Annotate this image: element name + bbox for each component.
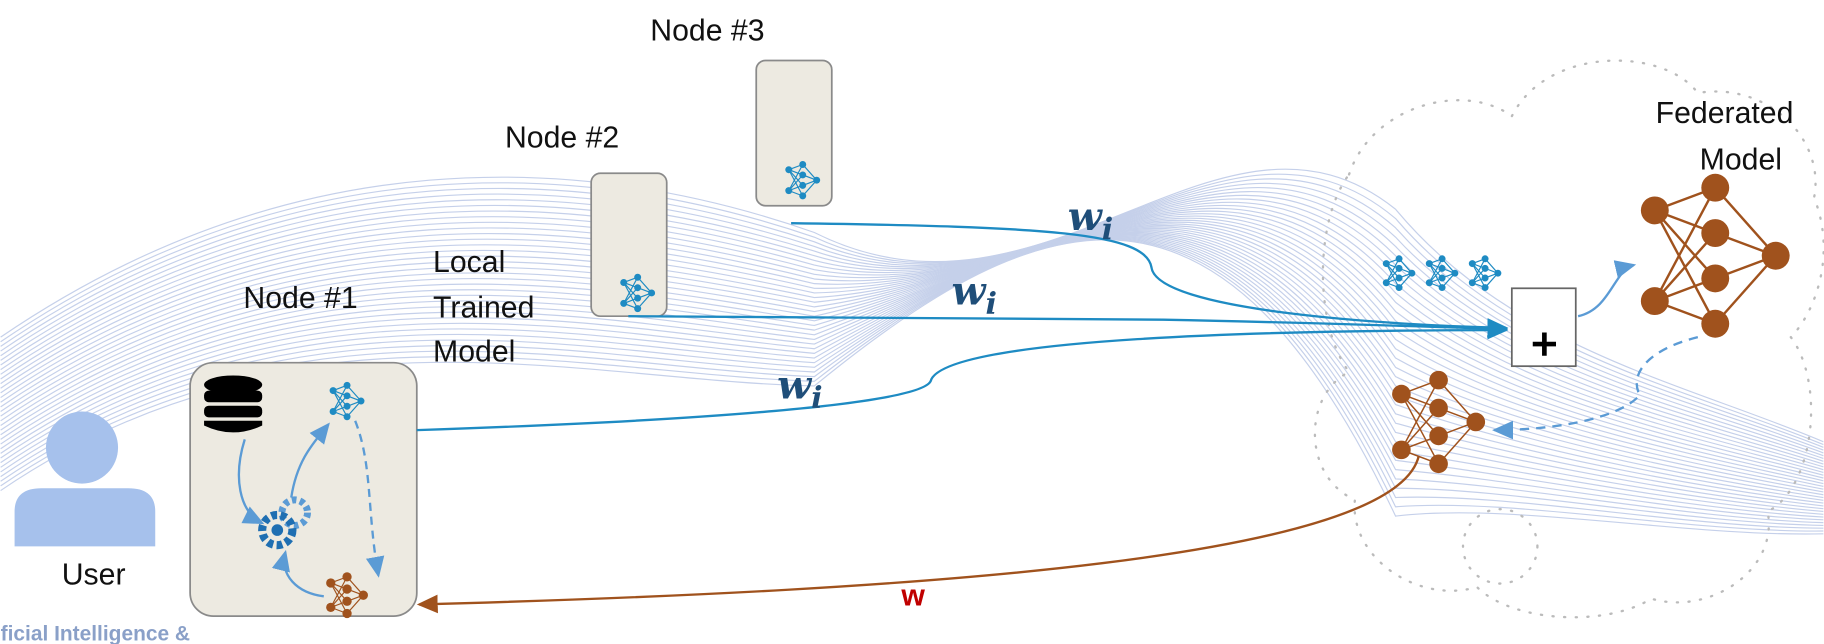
- network-node: [344, 413, 351, 420]
- network-node: [342, 597, 351, 606]
- node-label: Node #2: [505, 122, 619, 155]
- diagram: Node #3 Node #2 Node #1 Local Trained Mo…: [0, 0, 1824, 644]
- network-node: [359, 591, 368, 600]
- network-node: [1426, 260, 1433, 267]
- network-node: [1701, 264, 1729, 292]
- network-node: [799, 161, 806, 168]
- network-node: [1392, 441, 1411, 460]
- network-node: [1641, 196, 1669, 224]
- user-label: User: [62, 559, 126, 592]
- network-node: [1426, 279, 1433, 286]
- network-node: [1396, 284, 1403, 291]
- network-node: [1396, 255, 1403, 262]
- network-node: [1494, 270, 1501, 277]
- weight-label: wi: [1068, 194, 1114, 247]
- network-node: [1762, 242, 1790, 270]
- network-node: [330, 408, 337, 415]
- network-node: [1641, 287, 1669, 315]
- network-node: [1439, 274, 1446, 281]
- page: Node #3 Node #2 Node #1 Local Trained Mo…: [0, 0, 1824, 644]
- weight-subscript: i: [811, 381, 822, 416]
- network-node: [634, 295, 641, 302]
- network-node: [1396, 274, 1403, 281]
- network-node: [799, 171, 806, 178]
- weight-symbol: w: [1068, 194, 1104, 240]
- network-node: [1451, 270, 1458, 277]
- network-node: [1392, 385, 1411, 404]
- network-node: [634, 274, 641, 281]
- user-body: [15, 488, 156, 546]
- federated-label: Model: [1700, 144, 1782, 177]
- network-node: [326, 603, 335, 612]
- network-node: [1429, 427, 1448, 446]
- network-node: [799, 182, 806, 189]
- network-node: [620, 279, 627, 286]
- network-node: [785, 166, 792, 173]
- network-node: [1482, 274, 1489, 281]
- network-node: [1469, 279, 1476, 286]
- network-node: [1466, 413, 1485, 432]
- network-node: [813, 177, 820, 184]
- footer-text: ficial Intelligence &: [1, 623, 190, 644]
- weight-subscript: i: [986, 287, 997, 322]
- network-node: [1429, 399, 1448, 418]
- network-node: [634, 284, 641, 291]
- network-node: [634, 305, 641, 312]
- network-node: [342, 584, 351, 593]
- network-icon: [1641, 174, 1790, 338]
- local-model-label: Local: [433, 246, 505, 279]
- network-node: [1383, 260, 1390, 267]
- network-node: [344, 392, 351, 399]
- network-node: [1482, 284, 1489, 291]
- network-node: [1439, 265, 1446, 272]
- network-node: [620, 300, 627, 307]
- weight-symbol: w: [777, 363, 813, 409]
- network-node: [1701, 174, 1729, 202]
- network-node: [1482, 255, 1489, 262]
- weight-subscript: i: [1102, 212, 1113, 247]
- local-model-label: Model: [433, 336, 515, 369]
- network-node: [342, 609, 351, 618]
- network-node: [1701, 219, 1729, 247]
- network-node: [1439, 255, 1446, 262]
- network-icon: [1469, 255, 1502, 291]
- network-node: [344, 382, 351, 389]
- network-node: [1469, 260, 1476, 267]
- network-node: [358, 398, 365, 405]
- network-node: [1482, 265, 1489, 272]
- network-node: [326, 578, 335, 587]
- local-model-label: Trained: [433, 291, 534, 324]
- global-weight-label: w: [900, 580, 925, 613]
- network-node: [799, 192, 806, 199]
- network-node: [785, 187, 792, 194]
- node-label: Node #1: [243, 282, 357, 315]
- weight-symbol: w: [952, 269, 988, 315]
- network-node: [1429, 455, 1448, 474]
- flow-line: [1578, 265, 1634, 316]
- user-head: [46, 412, 118, 484]
- network-node: [344, 403, 351, 410]
- federated-label: Federated: [1656, 97, 1794, 130]
- network-node: [342, 572, 351, 581]
- network-node: [1396, 265, 1403, 272]
- network-node: [1439, 284, 1446, 291]
- network-node: [1408, 270, 1415, 277]
- network-node: [1383, 279, 1390, 286]
- network-node: [648, 289, 655, 296]
- network-node: [1701, 310, 1729, 338]
- network-node: [1429, 371, 1448, 390]
- node-label: Node #3: [650, 15, 764, 48]
- weight-label: wi: [952, 269, 998, 322]
- network-node: [330, 387, 337, 394]
